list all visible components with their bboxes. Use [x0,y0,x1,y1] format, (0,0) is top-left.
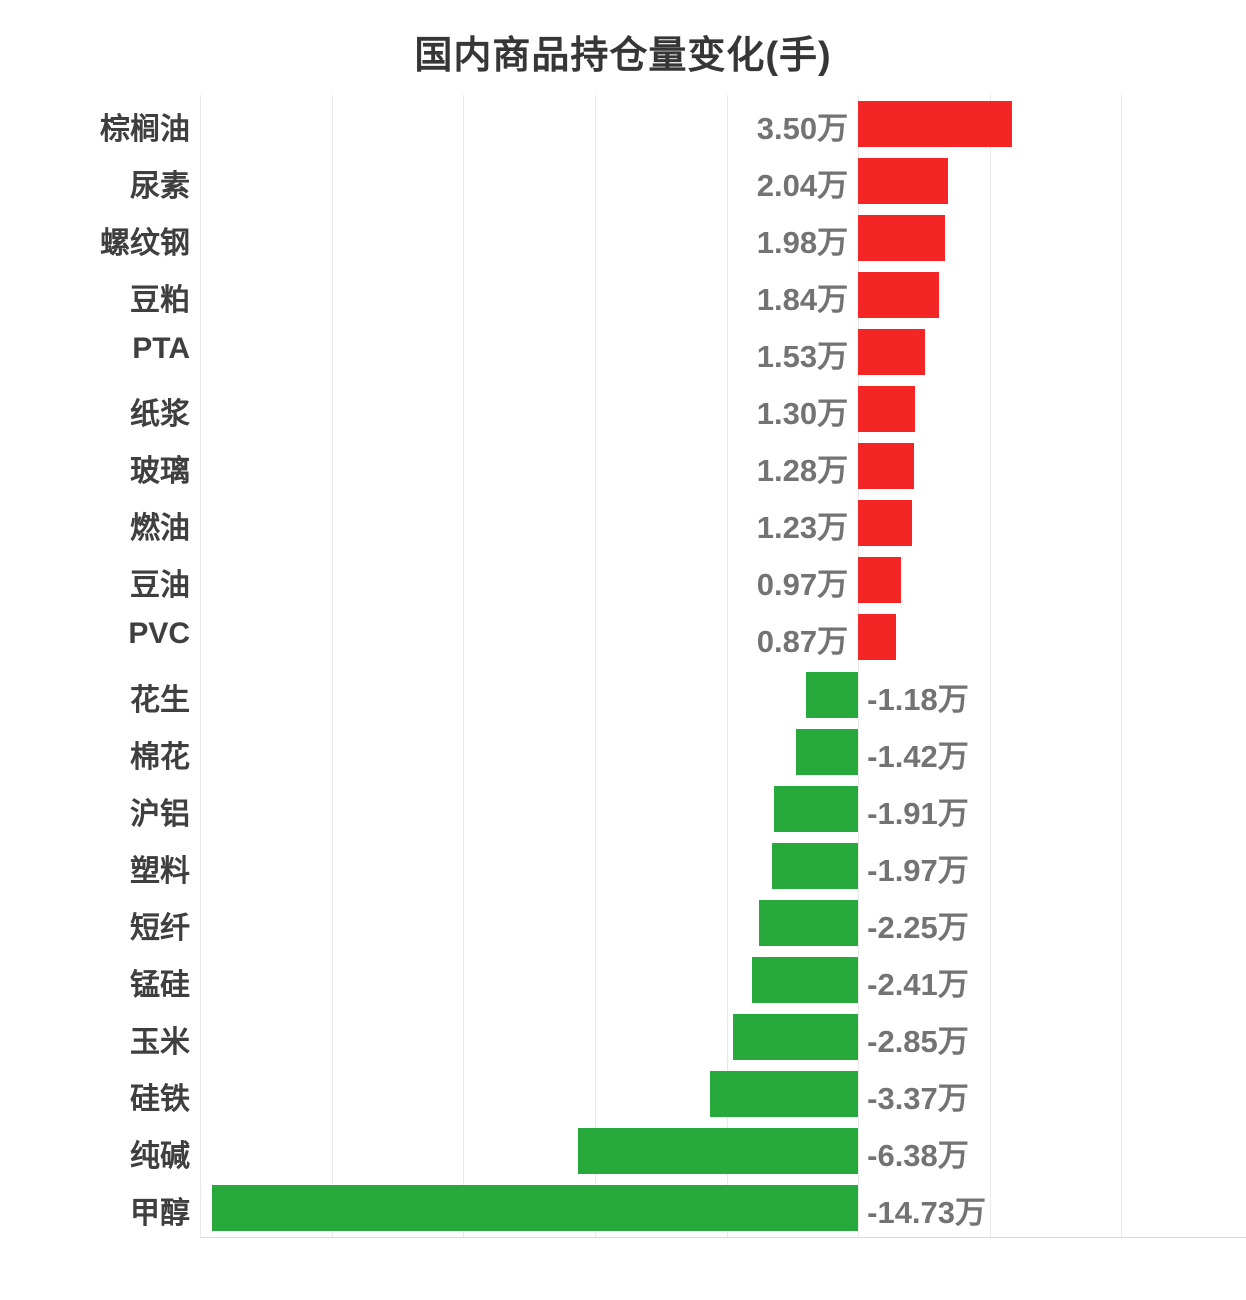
bar-negative [806,672,859,718]
value-label: -6.38万 [867,1138,969,1173]
category-label: 锰硅 [130,969,190,1002]
category-label: 螺纹钢 [100,227,190,260]
value-label: -2.41万 [867,967,969,1002]
category-label: 棕榈油 [100,113,190,146]
category-label: 玉米 [130,1026,190,1059]
gridline [858,95,860,1237]
bar-positive [858,158,948,204]
bar-positive [858,329,926,375]
value-label: -1.18万 [867,682,969,717]
bar-positive [858,386,916,432]
bar-positive [858,101,1012,147]
bar-positive [858,215,945,261]
value-label: -2.25万 [867,910,969,945]
value-label: 1.28万 [756,453,849,488]
category-label: 纯碱 [130,1140,190,1173]
value-label: 2.04万 [756,168,849,203]
category-label: 硅铁 [130,1083,190,1116]
bar-positive [858,500,913,546]
bar-negative [211,1185,859,1231]
gridline [726,95,728,1237]
category-label: 豆粕 [130,284,190,317]
value-label: 1.30万 [756,396,849,431]
value-label: 0.87万 [756,624,849,659]
bar-negative [795,729,859,775]
gridline [1121,95,1123,1237]
gridline [463,95,465,1237]
value-label: 1.98万 [756,225,849,260]
x-axis-line [200,1237,1246,1238]
chart-title: 国内商品持仓量变化(手) [414,35,832,77]
bar-negative [771,843,859,889]
category-label: 塑料 [130,855,190,888]
value-label: -2.85万 [867,1024,969,1059]
gridline [331,95,333,1237]
value-label: -1.97万 [867,853,969,888]
value-label: -1.91万 [867,796,969,831]
category-label: 玻璃 [130,455,190,488]
bar-positive [858,272,939,318]
gridline [989,95,991,1237]
bar-negative [710,1071,859,1117]
value-label: -14.73万 [867,1195,987,1230]
value-label: -1.42万 [867,739,969,774]
bar-negative [733,1014,859,1060]
category-label: 短纤 [130,912,190,945]
value-label: -3.37万 [867,1081,969,1116]
category-label: PVC [128,617,190,650]
value-label: 0.97万 [756,567,849,602]
bar-positive [858,557,901,603]
category-label: PTA [132,332,190,365]
value-label: 1.23万 [756,510,849,545]
bar-negative [578,1128,859,1174]
value-label: 1.53万 [756,339,849,374]
bar-positive [858,614,897,660]
category-label: 棉花 [130,741,190,774]
gridline [200,95,201,1237]
value-label: 1.84万 [756,282,849,317]
bar-positive [858,443,915,489]
bar-negative [774,786,859,832]
category-label: 豆油 [130,569,190,602]
bar-negative [759,900,859,946]
category-label: 花生 [130,684,190,717]
category-label: 沪铝 [130,798,190,831]
value-label: 3.50万 [756,111,849,146]
gridline [594,95,596,1237]
bar-negative [752,957,859,1003]
category-label: 尿素 [130,170,190,203]
category-label: 燃油 [130,512,190,545]
category-label: 纸浆 [130,398,190,431]
category-label: 甲醇 [130,1197,190,1230]
